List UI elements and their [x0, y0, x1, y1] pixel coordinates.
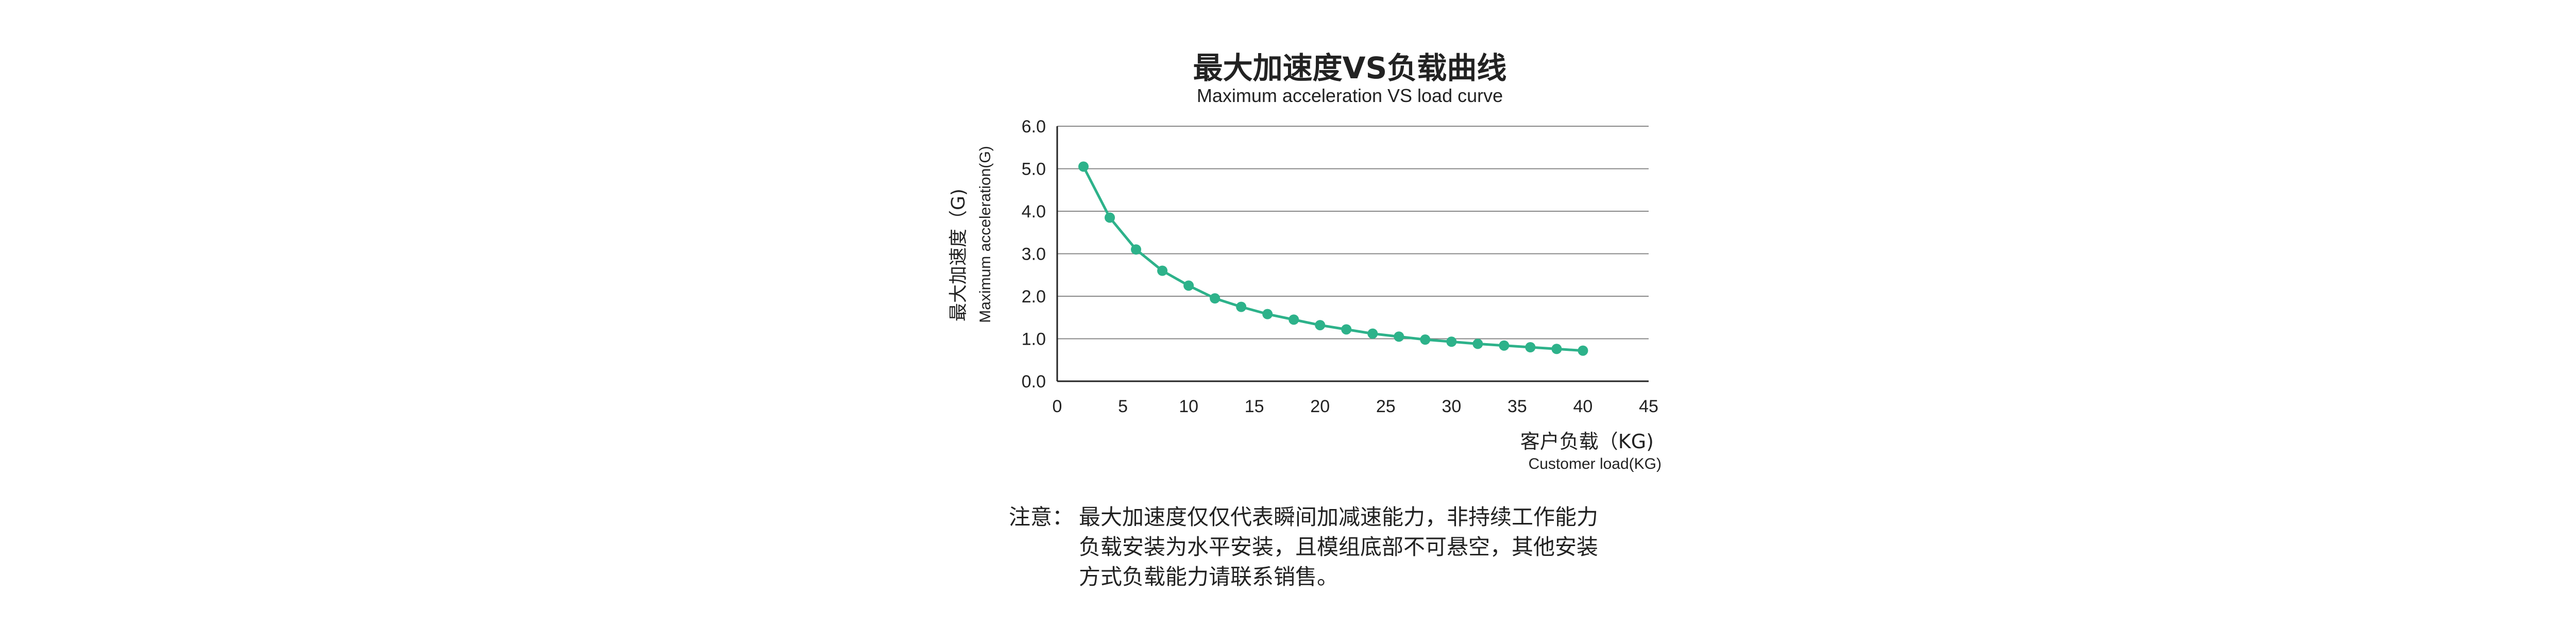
data-point [1446, 336, 1457, 347]
x-axis-label-en: Customer load(KG) [1529, 455, 1662, 472]
axes [1056, 126, 1649, 382]
x-tick-label: 15 [1245, 397, 1264, 416]
y-tick-label: 2.0 [1022, 287, 1046, 307]
data-point [1262, 309, 1273, 319]
data-point [1183, 280, 1194, 291]
y-tick-label: 5.0 [1022, 160, 1046, 179]
y-tick-label: 1.0 [1022, 330, 1046, 349]
x-tick-label: 45 [1639, 397, 1658, 416]
y-axis-label: 最大加速度（G) [948, 189, 969, 321]
data-point [1420, 334, 1431, 345]
note-lines: 最大加速度仅仅代表瞬间加减速能力，非持续工作能力 负载安装为水平安装，且模组底部… [1079, 502, 1598, 592]
x-tick-label: 5 [1118, 397, 1128, 416]
x-tick-label: 20 [1310, 397, 1330, 416]
y-tick-label: 4.0 [1022, 202, 1046, 222]
note-line: 负载安装为水平安装，且模组底部不可悬空，其他安装 [1079, 534, 1599, 560]
y-tick-label: 6.0 [1022, 117, 1046, 137]
note-line: 最大加速度仅仅代表瞬间加减速能力，非持续工作能力 [1079, 504, 1599, 530]
x-axis-label: 客户负载（KG) [1520, 430, 1654, 453]
data-point [1499, 340, 1510, 351]
chart-subtitle: Maximum acceleration VS load curve [1197, 85, 1503, 106]
tick-labels: 0.0 1.0 2.0 3.0 4.0 5.0 6.0 0 5 10 15 20 25 30 35 40 45 [1022, 117, 1658, 416]
data-point [1551, 344, 1562, 354]
data-point [1131, 244, 1142, 255]
data-point [1472, 338, 1483, 349]
x-tick-label: 25 [1376, 397, 1396, 416]
data-point [1367, 328, 1378, 339]
y-tick-label: 3.0 [1022, 245, 1046, 264]
series-line [1082, 166, 1583, 352]
data-point [1078, 161, 1089, 172]
data-point [1315, 320, 1326, 331]
data-point [1210, 293, 1221, 304]
x-tick-label: 40 [1573, 397, 1593, 416]
data-point [1236, 301, 1247, 312]
chart-title: 最大加速度VS负载曲线 [1193, 50, 1507, 86]
data-point [1157, 265, 1168, 276]
x-tick-label: 35 [1507, 397, 1527, 416]
y-axis-label-en: Maximum acceleration(G) [977, 146, 994, 323]
data-point [1578, 345, 1588, 356]
y-tick-label: 0.0 [1022, 372, 1046, 392]
x-tick-label: 10 [1179, 397, 1198, 416]
data-point [1105, 212, 1115, 223]
x-tick-label: 30 [1442, 397, 1461, 416]
data-series [1078, 161, 1588, 356]
grid-lines [1057, 126, 1649, 340]
data-point [1289, 314, 1299, 325]
x-tick-label: 0 [1053, 397, 1062, 416]
note-label: 注意： [1009, 504, 1074, 530]
data-point [1341, 324, 1352, 335]
note-line: 方式负载能力请联系销售。 [1079, 564, 1339, 589]
data-point [1525, 342, 1536, 352]
data-point [1394, 331, 1404, 342]
